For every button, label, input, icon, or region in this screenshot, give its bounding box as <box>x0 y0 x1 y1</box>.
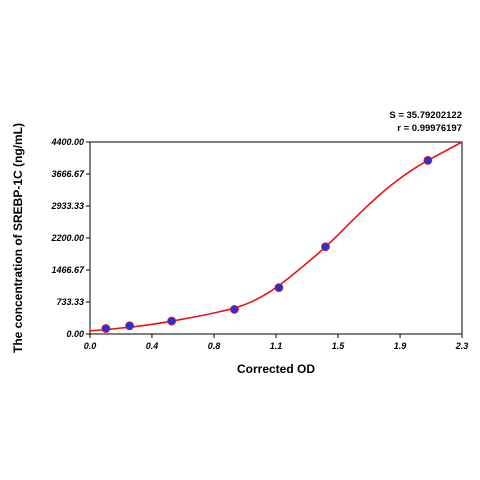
data-point <box>230 305 239 314</box>
data-point <box>274 283 284 293</box>
x-tick-label: 0.0 <box>84 341 97 351</box>
data-point <box>167 316 177 326</box>
plot-frame <box>89 141 463 335</box>
x-axis-ticks: 0.0 0.4 0.8 1.1 1.5 1.9 2.3 <box>84 334 469 351</box>
y-tick-label: 3666.67 <box>51 169 85 179</box>
y-tick-label: 2200.00 <box>50 233 84 243</box>
x-axis-title: Corrected OD <box>237 362 315 376</box>
data-point <box>423 156 433 165</box>
y-axis-ticks: 0.00 733.33 1466.67 2200.00 2933.33 3666.67 44… <box>50 137 90 339</box>
y-axis-title: The concentration of SREBP-1C (ng/mL) <box>11 123 25 353</box>
x-tick-label: 2.3 <box>455 341 469 351</box>
data-point <box>321 242 330 252</box>
x-tick-label: 1.9 <box>394 341 407 351</box>
y-tick-label: 4400.00 <box>50 137 84 147</box>
x-tick-label: 1.1 <box>270 341 283 351</box>
y-tick-label: 0.00 <box>66 329 84 339</box>
y-tick-label: 1466.67 <box>51 265 85 275</box>
stat-s-label: S = 35.79202122 <box>389 110 462 121</box>
y-tick-label: 733.33 <box>56 297 84 307</box>
fit-curve-line <box>89 141 463 332</box>
x-tick-label: 0.4 <box>146 341 159 351</box>
x-tick-label: 0.8 <box>208 341 221 351</box>
data-point <box>101 324 111 333</box>
data-point <box>125 321 135 331</box>
y-tick-label: 2933.33 <box>50 201 84 211</box>
stat-r-label: r = 0.99976197 <box>397 123 462 134</box>
data-points <box>101 156 433 333</box>
x-tick-label: 1.5 <box>332 341 346 351</box>
